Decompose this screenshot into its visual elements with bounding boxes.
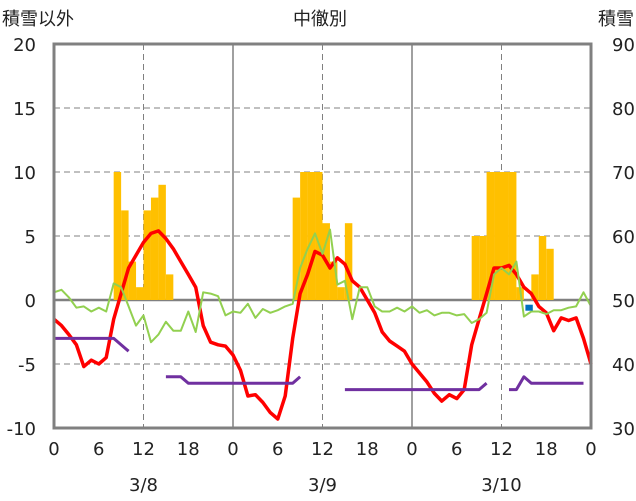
y-right-tick-label: 30 [612, 419, 635, 440]
bar [479, 236, 487, 300]
bar [344, 223, 353, 300]
bar [486, 172, 495, 300]
y-left-tick-label: 10 [13, 163, 36, 184]
bar [508, 172, 517, 300]
x-tick-label: 18 [177, 439, 200, 460]
chart-station-title: 中徹別 [293, 9, 347, 30]
bar [165, 274, 174, 300]
x-tick-label: 0 [48, 439, 59, 460]
bar [531, 274, 539, 300]
x-tick-label: 0 [585, 439, 596, 460]
y-right-tick-label: 90 [612, 35, 635, 56]
y-left-tick-label: -5 [18, 355, 36, 376]
bar [494, 172, 502, 300]
bar [546, 248, 554, 300]
x-tick-label: 6 [272, 439, 283, 460]
bar [292, 197, 301, 300]
y-right-tick-label: 80 [612, 99, 635, 120]
bar [315, 172, 323, 300]
x-tick-label: 6 [93, 439, 104, 460]
bar [143, 210, 151, 300]
bar [329, 261, 338, 300]
bar [471, 236, 480, 300]
x-tick-label: 0 [406, 439, 417, 460]
purple-line [344, 382, 488, 392]
purple-line [165, 375, 302, 385]
bar [121, 210, 129, 300]
y-right-tick-label: 50 [612, 291, 635, 312]
x-tick-label: 12 [311, 439, 334, 460]
purple-line [54, 336, 130, 353]
bar [307, 172, 316, 300]
line-series [52, 228, 593, 421]
bar [538, 236, 547, 300]
x-tick-label: 18 [356, 439, 379, 460]
y-left-tick-label: 20 [13, 35, 36, 56]
bar [150, 197, 159, 300]
green-line [53, 228, 592, 344]
y-right-tick-label: 70 [612, 163, 635, 184]
purple-line [509, 375, 584, 392]
y-right-tick-label: 40 [612, 355, 635, 376]
date-label: 3/10 [481, 475, 521, 496]
bar [501, 172, 509, 300]
date-label: 3/8 [129, 475, 158, 496]
right-axis-header: 積雪 [598, 9, 634, 30]
y-left-tick-label: -10 [7, 419, 36, 440]
left-axis-header: 積雪以外 [2, 9, 74, 30]
x-tick-label: 18 [535, 439, 558, 460]
plot-frame [52, 42, 593, 430]
y-left-tick-label: 15 [13, 99, 36, 120]
bar [300, 172, 308, 300]
date-label: 3/9 [308, 475, 337, 496]
x-tick-label: 6 [451, 439, 462, 460]
x-tick-label: 12 [132, 439, 155, 460]
x-tick-label: 12 [490, 439, 513, 460]
y-left-tick-label: 0 [25, 291, 36, 312]
bar [158, 184, 166, 300]
bar [136, 287, 144, 300]
bar [113, 172, 122, 300]
y-left-tick-label: 5 [25, 227, 36, 248]
bar [337, 287, 345, 300]
x-tick-label: 0 [227, 439, 238, 460]
bar [128, 261, 137, 300]
y-right-tick-label: 60 [612, 227, 635, 248]
